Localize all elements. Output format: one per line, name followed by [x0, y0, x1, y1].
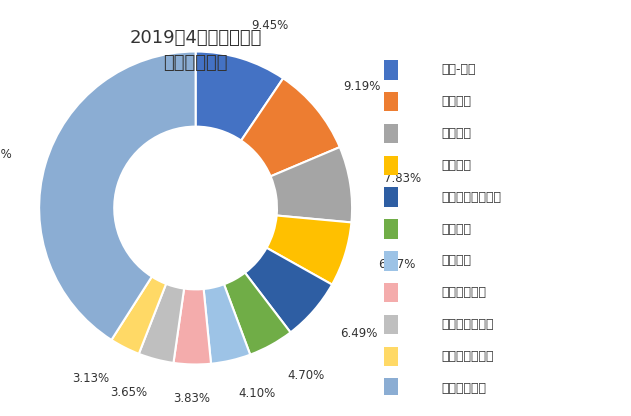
Text: 3.83%: 3.83%: [173, 392, 210, 405]
Text: 7.83%: 7.83%: [384, 172, 422, 185]
Text: 上通武汉分公司: 上通武汉分公司: [442, 318, 494, 331]
Text: 3.65%: 3.65%: [110, 386, 147, 399]
Wedge shape: [204, 284, 250, 364]
Text: 2019年4月多缸汽油机
企业市场分布: 2019年4月多缸汽油机 企业市场分布: [129, 29, 262, 72]
FancyBboxPatch shape: [384, 283, 398, 302]
FancyBboxPatch shape: [384, 156, 398, 175]
Text: 东风日产: 东风日产: [442, 159, 472, 172]
Wedge shape: [174, 289, 211, 364]
Wedge shape: [266, 215, 351, 285]
Text: 浙江吉利: 浙江吉利: [442, 127, 472, 140]
Text: 4.70%: 4.70%: [288, 369, 325, 382]
Text: 3.13%: 3.13%: [72, 372, 109, 385]
Text: 东风本田汽车: 东风本田汽车: [442, 286, 487, 299]
Text: 40.96%: 40.96%: [0, 148, 13, 161]
FancyBboxPatch shape: [384, 188, 398, 207]
FancyBboxPatch shape: [384, 219, 398, 239]
Text: 9.19%: 9.19%: [343, 80, 380, 93]
Text: 6.67%: 6.67%: [378, 258, 415, 271]
Text: 上海大众动力总成: 上海大众动力总成: [442, 191, 502, 204]
Wedge shape: [112, 277, 166, 354]
FancyBboxPatch shape: [384, 347, 398, 366]
Wedge shape: [241, 78, 339, 176]
FancyBboxPatch shape: [384, 379, 398, 398]
Text: 一汽-大众: 一汽-大众: [442, 63, 476, 77]
FancyBboxPatch shape: [384, 92, 398, 111]
Text: 其他企业合计: 其他企业合计: [442, 381, 487, 395]
Wedge shape: [39, 52, 196, 340]
FancyBboxPatch shape: [384, 124, 398, 143]
Text: 上通五菱: 上通五菱: [442, 95, 472, 108]
Wedge shape: [196, 52, 283, 141]
Wedge shape: [245, 248, 332, 332]
Wedge shape: [139, 284, 184, 363]
Text: 9.45%: 9.45%: [252, 19, 289, 32]
Text: 长安汽车: 长安汽车: [442, 254, 472, 267]
Wedge shape: [271, 147, 352, 223]
FancyBboxPatch shape: [384, 60, 398, 79]
Text: 东风本田发动机: 东风本田发动机: [442, 350, 494, 363]
Text: 4.10%: 4.10%: [239, 387, 276, 401]
Text: 6.49%: 6.49%: [339, 327, 377, 340]
Text: 蜂巢动力: 蜂巢动力: [442, 223, 472, 235]
Wedge shape: [224, 273, 290, 355]
FancyBboxPatch shape: [384, 251, 398, 270]
FancyBboxPatch shape: [384, 315, 398, 334]
